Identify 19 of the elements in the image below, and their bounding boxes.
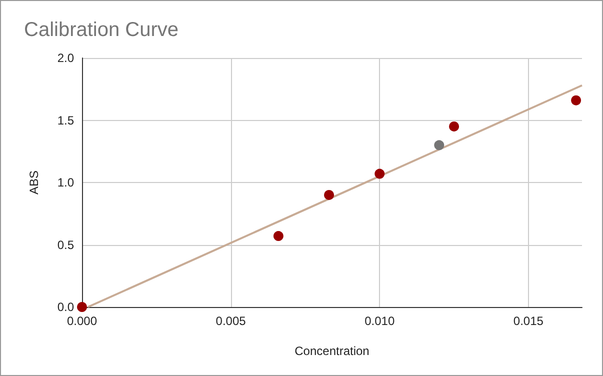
x-tick-label: 0.010 (364, 314, 395, 328)
y-tick-label: 0.0 (57, 300, 74, 314)
point (324, 190, 334, 200)
point (77, 302, 87, 312)
x-tick-label: 0.000 (66, 314, 98, 328)
point (571, 95, 582, 106)
point (374, 168, 385, 179)
point (434, 140, 444, 150)
x-axis-title: Concentration (294, 344, 370, 358)
point (449, 121, 460, 132)
y-tick-label: 1.0 (57, 176, 74, 190)
x-tick-label: 0.005 (216, 314, 246, 328)
y-tick-label: 1.5 (57, 113, 74, 128)
chart-title: Calibration Curve (24, 19, 179, 41)
x-tick-label: 0.015 (513, 314, 544, 328)
point (273, 231, 284, 242)
y-tick-label: 0.5 (57, 238, 74, 252)
y-tick-label: 2.0 (57, 51, 74, 65)
y-axis-title: ABS (27, 170, 41, 195)
